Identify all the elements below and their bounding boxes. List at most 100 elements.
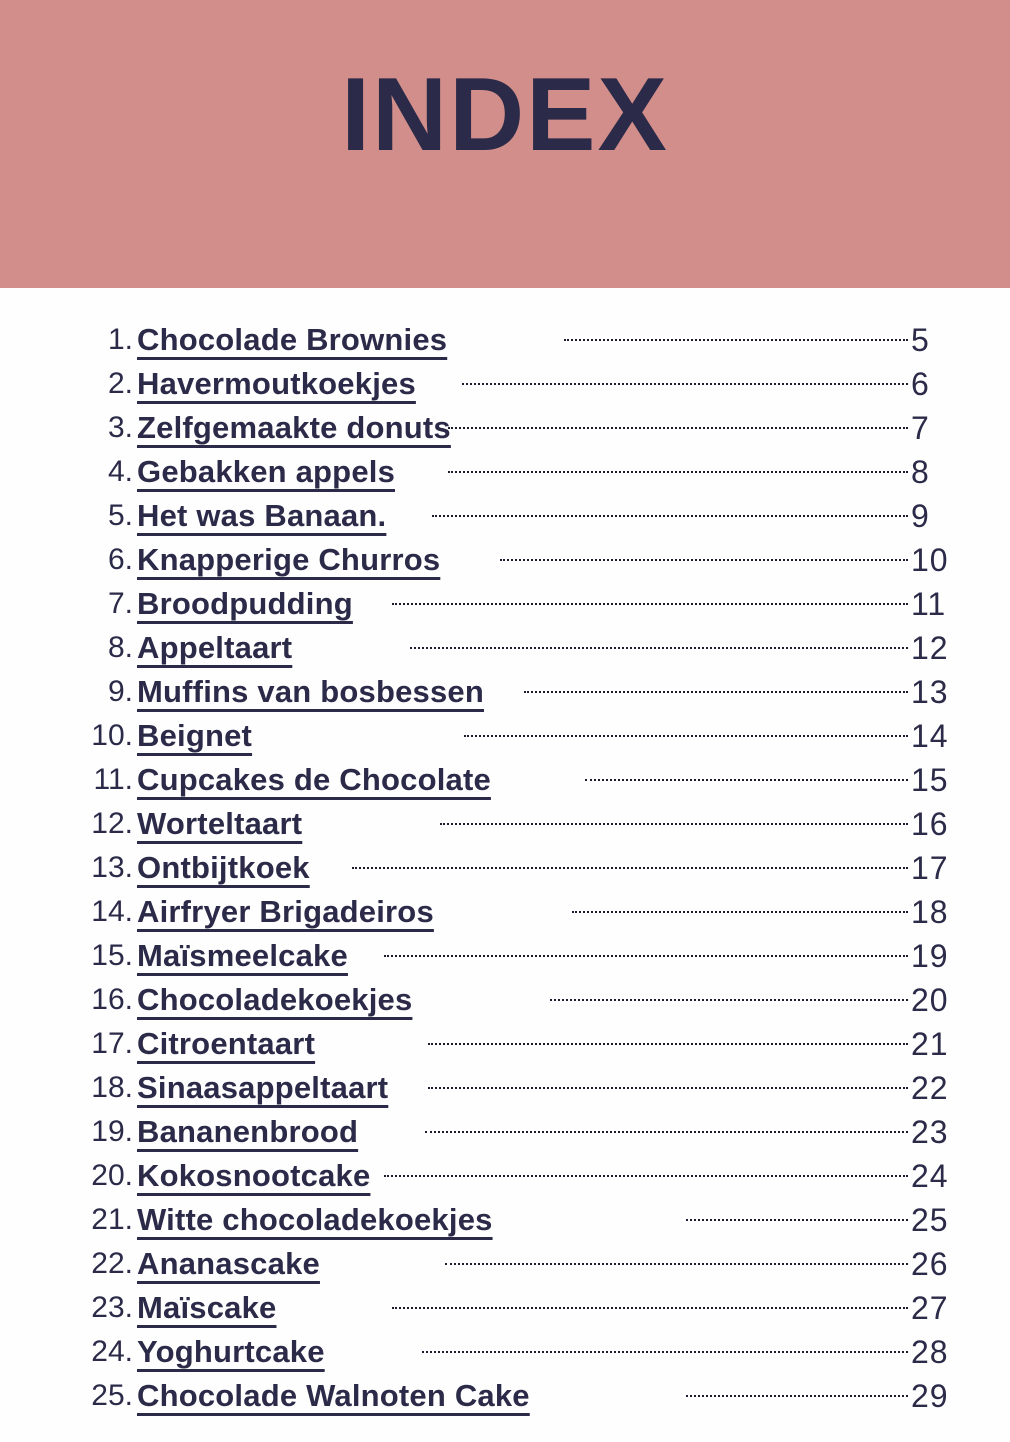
toc-page-number: 15	[911, 762, 949, 798]
toc-row: 14. Airfryer Brigadeiros 18	[0, 890, 1010, 934]
toc-row: 11. Cupcakes de Chocolate 15	[0, 758, 1010, 802]
toc-dot-leader	[462, 383, 908, 385]
toc-row: 20. Kokosnootcake 24	[0, 1154, 1010, 1198]
toc-dot-leader	[428, 1087, 908, 1089]
page-title: INDEX	[341, 57, 669, 173]
toc-item-title[interactable]: Ananascake	[137, 1246, 320, 1281]
toc-dot-leader	[352, 867, 908, 869]
toc-item-title[interactable]: Broodpudding	[137, 586, 353, 621]
toc-row: 4. Gebakken appels 8	[0, 450, 1010, 494]
toc-item-title[interactable]: Zelfgemaakte donuts	[137, 410, 451, 445]
toc-item-number: 17.	[91, 1027, 133, 1060]
toc-page-number: 25	[911, 1202, 949, 1238]
toc-page-number: 5	[911, 322, 930, 358]
toc-item-title[interactable]: Havermoutkoekjes	[137, 366, 416, 401]
toc-item-title[interactable]: Muffins van bosbessen	[137, 674, 484, 709]
toc-item-number: 25.	[91, 1379, 133, 1412]
toc-item-title[interactable]: Gebakken appels	[137, 454, 396, 489]
toc-page-number: 29	[911, 1378, 949, 1414]
toc-item-number: 22.	[91, 1247, 133, 1280]
toc-dot-leader	[428, 1043, 908, 1045]
toc-page-number: 24	[911, 1158, 949, 1194]
toc-row: 19. Bananenbrood 23	[0, 1110, 1010, 1154]
toc-dot-leader	[440, 823, 908, 825]
toc-item-title[interactable]: Beignet	[137, 718, 253, 753]
toc-item-title[interactable]: Chocolade Walnoten Cake	[137, 1378, 530, 1413]
toc-item-title[interactable]: Chocoladekoekjes	[137, 982, 413, 1017]
toc-page-number: 14	[911, 718, 949, 754]
toc-item-title[interactable]: Maïsmeelcake	[137, 938, 348, 973]
toc-dot-leader	[392, 603, 908, 605]
toc-item-title[interactable]: Appeltaart	[137, 630, 293, 665]
toc-item-title[interactable]: Sinaasappeltaart	[137, 1070, 389, 1105]
toc-dot-leader	[464, 735, 908, 737]
toc-dot-leader	[585, 779, 908, 781]
toc-dot-leader	[448, 427, 908, 429]
toc-item-number: 11.	[93, 763, 133, 796]
toc-item-title[interactable]: Cupcakes de Chocolate	[137, 762, 491, 797]
toc-item-title[interactable]: Citroentaart	[137, 1026, 316, 1061]
toc-row: 7. Broodpudding 11	[0, 582, 1010, 626]
toc-item-title[interactable]: Ontbijtkoek	[137, 850, 310, 885]
toc-page-number: 12	[911, 630, 949, 666]
toc-item-number: 2.	[107, 367, 133, 400]
toc-item-title[interactable]: Bananenbrood	[137, 1114, 359, 1149]
toc-row: 12. Worteltaart 16	[0, 802, 1010, 846]
toc-dot-leader	[422, 1351, 908, 1353]
toc-page-number: 13	[911, 674, 949, 710]
toc-item-title[interactable]: Airfryer Brigadeiros	[137, 894, 434, 929]
toc-item-number: 19.	[91, 1115, 133, 1148]
toc-item-title[interactable]: Worteltaart	[137, 806, 303, 841]
toc-list: 1. Chocolade Brownies 5 2. Havermoutkoek…	[0, 318, 1010, 1418]
toc-row: 2. Havermoutkoekjes 6	[0, 362, 1010, 406]
toc-dot-leader	[384, 955, 908, 957]
toc-page-number: 19	[911, 938, 949, 974]
toc-page-number: 17	[911, 850, 949, 886]
toc-row: 21. Witte chocoladekoekjes 25	[0, 1198, 1010, 1242]
toc-item-title[interactable]: Yoghurtcake	[137, 1334, 325, 1369]
toc-dot-leader	[572, 911, 908, 913]
toc-item-number: 14.	[91, 895, 133, 928]
toc-row: 15. Maïsmeelcake 19	[0, 934, 1010, 978]
toc-row: 16. Chocoladekoekjes 20	[0, 978, 1010, 1022]
toc-row: 10. Beignet 14	[0, 714, 1010, 758]
toc-row: 25. Chocolade Walnoten Cake 29	[0, 1374, 1010, 1418]
toc-item-number: 13.	[91, 851, 133, 884]
toc-row: 6. Knapperige Churros 10	[0, 538, 1010, 582]
toc-page-number: 9	[911, 498, 930, 534]
toc-item-title[interactable]: Maïscake	[137, 1290, 277, 1325]
toc-page-number: 22	[911, 1070, 949, 1106]
toc-row: 18. Sinaasappeltaart 22	[0, 1066, 1010, 1110]
toc-item-title[interactable]: Kokosnootcake	[137, 1158, 371, 1193]
toc-item-title[interactable]: Knapperige Churros	[137, 542, 441, 577]
toc-dot-leader	[392, 1307, 908, 1309]
toc-page-number: 21	[911, 1026, 949, 1062]
toc-dot-leader	[384, 1175, 908, 1177]
toc-dot-leader	[425, 1131, 908, 1133]
toc-page-number: 8	[911, 454, 930, 490]
toc-row: 22. Ananascake 26	[0, 1242, 1010, 1286]
toc-item-title[interactable]: Het was Banaan.	[137, 498, 387, 533]
toc-row: 1. Chocolade Brownies 5	[0, 318, 1010, 362]
toc-item-number: 15.	[91, 939, 133, 972]
toc-row: 5. Het was Banaan. 9	[0, 494, 1010, 538]
toc-page-number: 6	[911, 366, 930, 402]
toc-row: 3. Zelfgemaakte donuts 7	[0, 406, 1010, 450]
toc-item-number: 1.	[107, 323, 133, 356]
toc-page-number: 10	[911, 542, 949, 578]
toc-dot-leader	[448, 471, 908, 473]
toc-dot-leader	[410, 647, 908, 649]
toc-page-number: 16	[911, 806, 949, 842]
toc-dot-leader	[432, 515, 908, 517]
toc-dot-leader	[686, 1395, 908, 1397]
toc-item-number: 10.	[91, 719, 133, 752]
toc-item-number: 6.	[107, 543, 133, 576]
toc-item-title[interactable]: Chocolade Brownies	[137, 322, 448, 357]
toc-item-number: 12.	[91, 807, 133, 840]
toc-item-number: 3.	[107, 411, 133, 444]
toc-item-title[interactable]: Witte chocoladekoekjes	[137, 1202, 493, 1237]
toc-dot-leader	[550, 999, 908, 1001]
toc-page-number: 7	[911, 410, 930, 446]
toc-page-number: 20	[911, 982, 949, 1018]
toc-item-number: 4.	[107, 455, 133, 488]
